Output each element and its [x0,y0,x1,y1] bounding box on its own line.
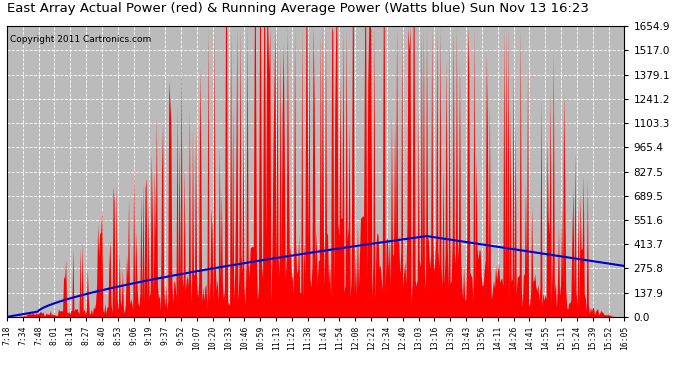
Text: Copyright 2011 Cartronics.com: Copyright 2011 Cartronics.com [10,35,151,44]
Text: East Array Actual Power (red) & Running Average Power (Watts blue) Sun Nov 13 16: East Array Actual Power (red) & Running … [7,2,589,15]
